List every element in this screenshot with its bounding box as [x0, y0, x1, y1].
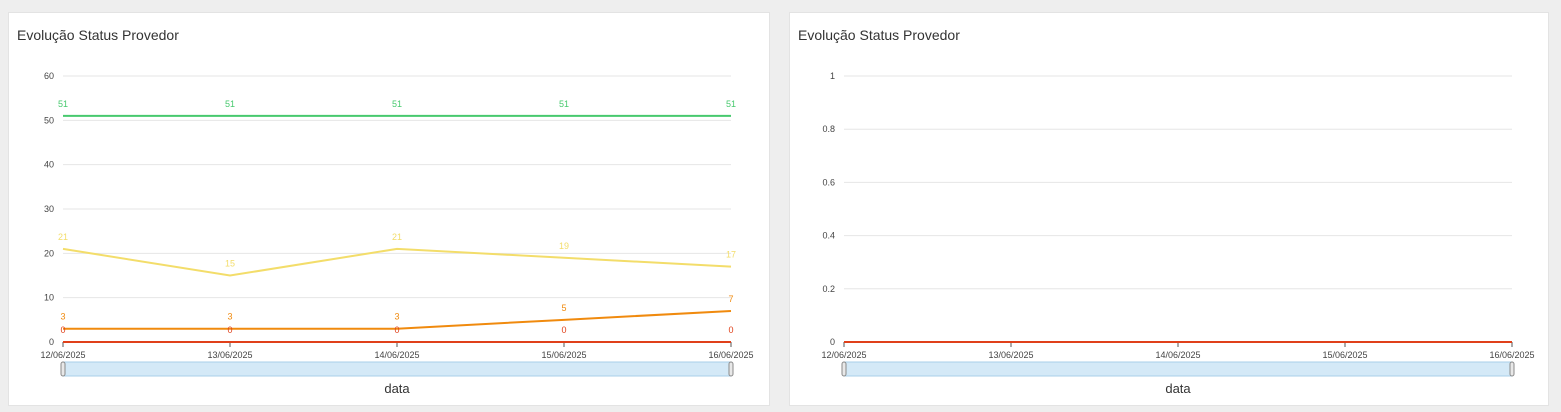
y-tick-label: 0.6 — [822, 177, 835, 187]
x-axis-title: data — [384, 381, 410, 396]
x-tick-label: 12/06/2025 — [821, 350, 866, 360]
zoom-slider-handle-right — [1509, 361, 1515, 377]
y-tick-label: 40 — [44, 160, 54, 170]
data-label: 51 — [58, 99, 68, 109]
x-tick-label: 12/06/2025 — [40, 350, 85, 360]
x-tick-label: 14/06/2025 — [374, 350, 419, 360]
zoom-slider-track — [62, 361, 732, 377]
x-tick-label: 15/06/2025 — [1322, 350, 1367, 360]
y-tick-label: 60 — [44, 71, 54, 81]
series-line-2 — [63, 309, 732, 330]
data-label: 0 — [728, 325, 733, 335]
chart-title: Evolução Status Provedor — [17, 27, 179, 43]
y-tick-label: 50 — [44, 115, 54, 125]
data-label: 7 — [728, 294, 733, 304]
data-label: 15 — [225, 259, 235, 269]
chart-panel-right: Evolução Status Provedor 0 0.2 0.4 0.6 0.8 1 1… — [789, 12, 1549, 406]
data-label: 51 — [392, 99, 402, 109]
y-tick-label: 30 — [44, 204, 54, 214]
chart-panel-left: Evolução Status Provedor 0 10 20 30 40 50 60 12… — [8, 12, 770, 406]
data-label: 51 — [559, 99, 569, 109]
zoom-slider-track — [843, 361, 1513, 377]
zoom-slider-handle-left — [60, 361, 66, 377]
data-label: 19 — [559, 241, 569, 251]
x-tick-label: 14/06/2025 — [1155, 350, 1200, 360]
y-tick-label: 0.8 — [822, 124, 835, 134]
data-label: 0 — [227, 325, 232, 335]
series-line-1 — [62, 247, 732, 277]
data-label: 21 — [392, 232, 402, 242]
data-label: 5 — [561, 303, 566, 313]
data-label: 51 — [726, 99, 736, 109]
zoom-slider-handle-right — [728, 361, 734, 377]
data-label: 21 — [58, 232, 68, 242]
x-tick-label: 13/06/2025 — [988, 350, 1033, 360]
data-label: 0 — [561, 325, 566, 335]
x-tick-label: 16/06/2025 — [1489, 350, 1534, 360]
data-label: 0 — [60, 325, 65, 335]
y-tick-label: 1 — [830, 71, 835, 81]
line-chart-right: 0 0.2 0.4 0.6 0.8 1 12/06/2025 13/06/2025 14/06/… — [821, 71, 1534, 396]
y-tick-label: 0.2 — [822, 284, 835, 294]
y-tick-label: 10 — [44, 293, 54, 303]
data-label: 3 — [394, 312, 399, 322]
x-tick-label: 13/06/2025 — [207, 350, 252, 360]
data-label: 3 — [227, 312, 232, 322]
data-label: 51 — [225, 99, 235, 109]
data-label: 3 — [60, 312, 65, 322]
y-tick-label: 0.4 — [822, 231, 835, 241]
y-tick-label: 20 — [44, 248, 54, 258]
x-axis-title: data — [1165, 381, 1191, 396]
zoom-slider-handle-left — [841, 361, 847, 377]
data-label: 17 — [726, 250, 736, 260]
y-tick-label: 0 — [830, 337, 835, 347]
x-tick-label: 16/06/2025 — [708, 350, 753, 360]
data-label: 0 — [394, 325, 399, 335]
y-tick-label: 0 — [49, 337, 54, 347]
chart-title: Evolução Status Provedor — [798, 27, 960, 43]
x-tick-label: 15/06/2025 — [541, 350, 586, 360]
